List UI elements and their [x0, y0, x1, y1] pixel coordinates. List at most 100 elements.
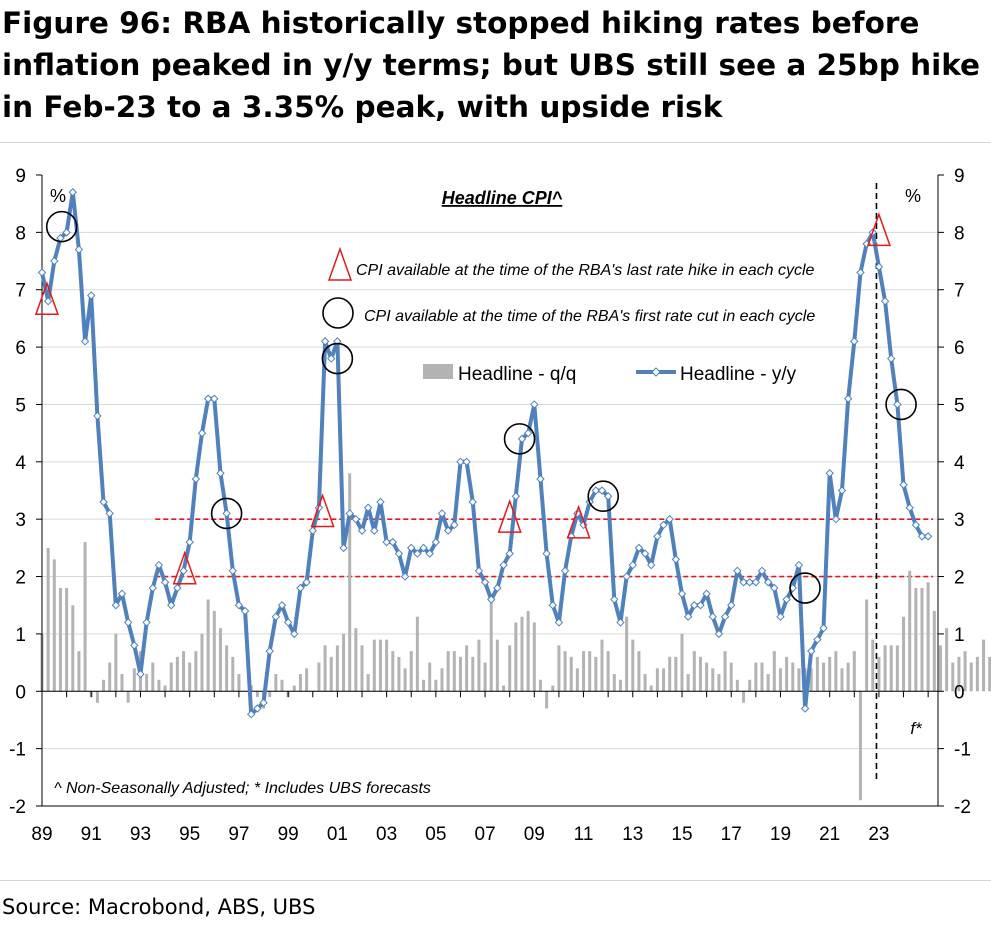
q-q-bar: [354, 628, 358, 692]
y-y-point: [893, 400, 902, 409]
q-q-bar: [132, 668, 136, 692]
q-q-bar: [95, 691, 99, 703]
right-unit-label: %: [905, 186, 921, 206]
q-q-bar: [723, 651, 727, 692]
x-tick-label: 91: [81, 824, 102, 845]
q-q-bar: [668, 656, 672, 692]
q-q-bar: [951, 662, 955, 692]
y-y-point: [259, 698, 268, 707]
y-y-point: [345, 509, 354, 518]
q-q-bar: [883, 645, 887, 692]
x-tick-label: 93: [130, 824, 151, 845]
q-q-bar: [46, 547, 50, 692]
q-q-bar: [471, 656, 475, 692]
q-q-bar: [225, 645, 229, 692]
q-q-bar: [157, 679, 161, 692]
y-y-point: [210, 394, 219, 403]
q-q-bar: [231, 656, 235, 692]
x-tick-label: 05: [425, 824, 446, 845]
q-q-bar: [692, 651, 696, 692]
circle-marker: [885, 388, 917, 421]
q-q-bar: [268, 691, 272, 698]
y-y-point: [542, 549, 551, 558]
q-q-bar: [305, 668, 309, 692]
y-tick-label-left: -2: [9, 797, 26, 818]
q-q-bar: [797, 668, 801, 692]
y-y-point: [757, 566, 767, 576]
q-q-bar: [52, 559, 56, 692]
y-y-point: [923, 532, 933, 541]
q-q-bar: [175, 656, 179, 692]
triangle-legend-marker: [327, 246, 353, 281]
y-y-point: [43, 296, 53, 306]
q-q-bar: [809, 668, 813, 692]
q-q-bar: [274, 674, 278, 692]
y-y-point: [160, 578, 170, 587]
q-q-bar: [655, 668, 659, 692]
y-y-point: [443, 526, 453, 535]
x-tick-label: 15: [671, 824, 692, 845]
y-tick-label-right: 2: [954, 568, 965, 589]
q-q-bar: [502, 685, 506, 692]
q-q-bar: [748, 679, 752, 692]
y-y-point: [813, 635, 822, 644]
y-y-point: [462, 457, 471, 467]
y-y-point: [265, 646, 274, 656]
y-y-point: [456, 457, 465, 467]
q-q-bar: [791, 662, 795, 692]
q-q-bar: [858, 691, 862, 801]
q-q-bar: [206, 599, 210, 692]
y-y-point: [640, 549, 650, 558]
y-y-point: [536, 474, 545, 484]
q-q-bar: [705, 662, 709, 692]
q-q-bar: [895, 645, 899, 692]
y-tick-label-right: 6: [954, 338, 965, 359]
y-y-point: [874, 262, 884, 271]
q-q-bar: [440, 668, 444, 692]
q-q-bar: [489, 593, 493, 692]
y-y-point: [68, 188, 77, 197]
q-q-bar: [77, 651, 81, 692]
y-y-point: [283, 618, 293, 627]
q-q-bar: [126, 691, 130, 703]
y-y-point: [634, 543, 644, 553]
triangle-marker: [310, 493, 335, 528]
figure-title: Figure 96: RBA historically stopped hiki…: [2, 6, 981, 124]
y-tick-label-left: 8: [15, 223, 26, 244]
q-q-bar: [760, 662, 764, 692]
q-q-bar: [212, 610, 216, 692]
y-y-point: [807, 646, 816, 656]
q-q-bar: [520, 616, 524, 692]
y-tick-label-right: -1: [954, 740, 971, 761]
q-q-bar: [415, 616, 419, 692]
y-y-line: [37, 188, 933, 719]
y-y-point: [87, 291, 96, 300]
y-y-point: [80, 337, 90, 346]
y-y-point: [302, 578, 311, 587]
y-y-point: [917, 532, 927, 541]
q-q-bar: [342, 633, 346, 692]
y-y-point: [468, 497, 477, 507]
q-q-bar: [594, 656, 598, 692]
q-q-bar: [735, 679, 739, 692]
q-q-bar: [58, 588, 62, 692]
circle-marker: [789, 572, 821, 604]
y-y-point: [394, 549, 404, 558]
q-q-bar: [957, 656, 961, 692]
triangle-marker: [172, 550, 197, 585]
y-y-point: [493, 583, 502, 593]
q-q-bar: [932, 610, 936, 692]
y-y-point: [74, 245, 84, 254]
q-q-bars: [40, 473, 991, 801]
x-tick-label: 21: [819, 824, 840, 845]
q-q-bar: [151, 662, 155, 692]
q-q-bar: [366, 674, 370, 692]
chart-title: Headline CPI^: [442, 188, 563, 208]
x-tick-label: 07: [475, 824, 496, 845]
q-q-bar: [846, 662, 850, 692]
y-y-point: [431, 537, 441, 547]
y-y-point: [677, 589, 687, 598]
y-y-point: [702, 589, 711, 598]
y-y-point: [665, 514, 674, 524]
triangle-marker: [566, 504, 591, 539]
